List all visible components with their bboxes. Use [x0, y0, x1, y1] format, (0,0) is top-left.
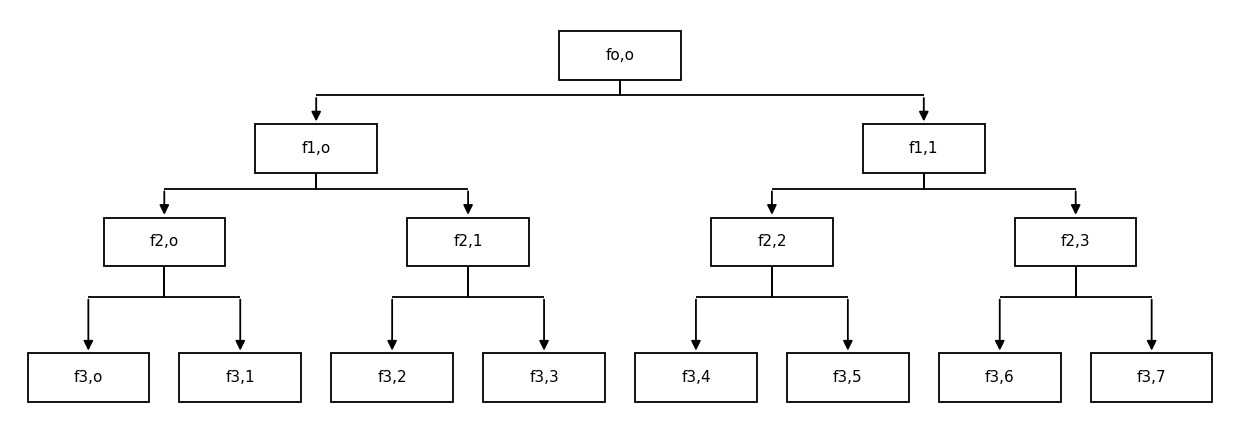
FancyBboxPatch shape [103, 217, 224, 266]
FancyBboxPatch shape [27, 353, 149, 402]
Text: f3,1: f3,1 [226, 370, 255, 385]
Text: fo,o: fo,o [605, 48, 635, 63]
FancyBboxPatch shape [407, 217, 528, 266]
FancyBboxPatch shape [331, 353, 453, 402]
FancyBboxPatch shape [635, 353, 756, 402]
Text: f2,o: f2,o [150, 234, 179, 249]
Text: f3,3: f3,3 [529, 370, 559, 385]
Text: f3,2: f3,2 [377, 370, 407, 385]
Text: f2,2: f2,2 [758, 234, 786, 249]
Text: f3,o: f3,o [73, 370, 103, 385]
FancyBboxPatch shape [180, 353, 301, 402]
FancyBboxPatch shape [711, 217, 832, 266]
FancyBboxPatch shape [559, 31, 681, 80]
Text: f1,1: f1,1 [909, 141, 939, 156]
FancyBboxPatch shape [255, 124, 377, 173]
Text: f2,3: f2,3 [1061, 234, 1090, 249]
FancyBboxPatch shape [1091, 353, 1213, 402]
FancyBboxPatch shape [1014, 217, 1136, 266]
Text: f3,7: f3,7 [1137, 370, 1167, 385]
Text: f2,1: f2,1 [454, 234, 482, 249]
Text: f3,5: f3,5 [833, 370, 863, 385]
Text: f1,o: f1,o [301, 141, 331, 156]
FancyBboxPatch shape [484, 353, 605, 402]
Text: f3,4: f3,4 [681, 370, 711, 385]
FancyBboxPatch shape [787, 353, 909, 402]
Text: f3,6: f3,6 [985, 370, 1014, 385]
FancyBboxPatch shape [863, 124, 985, 173]
FancyBboxPatch shape [939, 353, 1060, 402]
